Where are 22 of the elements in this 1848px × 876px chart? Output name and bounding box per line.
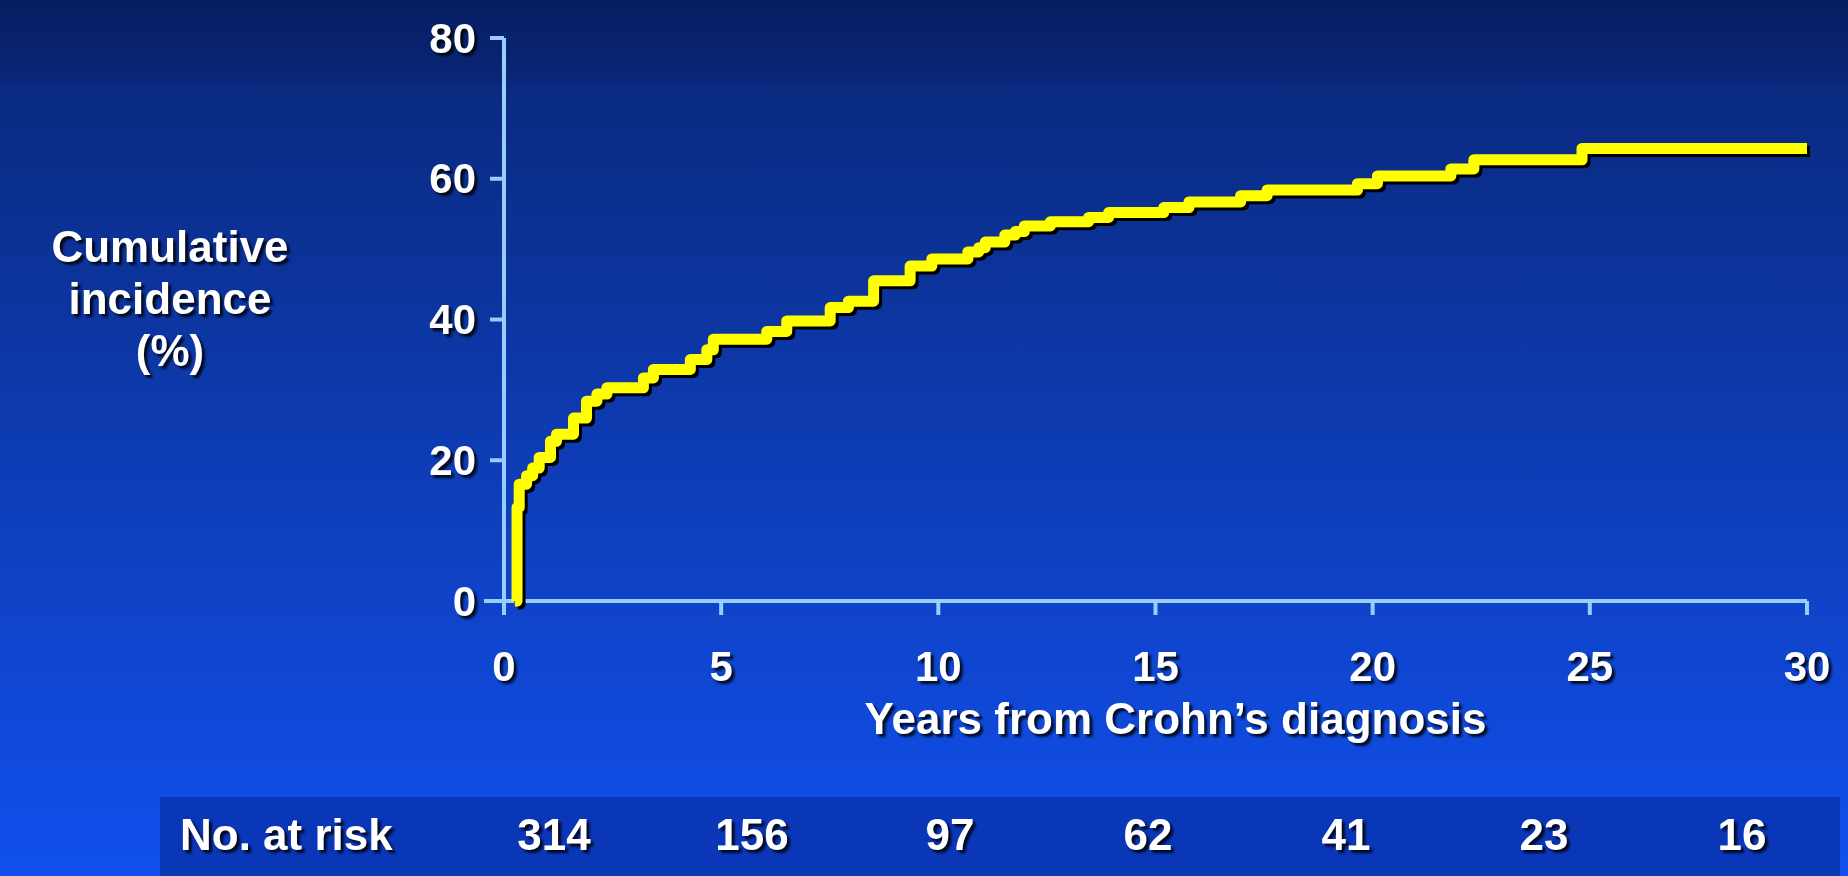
x-tick-label: 15 [1132, 643, 1179, 690]
text: 23 [1519, 810, 1569, 859]
text: No. at risk [180, 810, 394, 859]
text: 97 [925, 810, 975, 859]
x-tick-label: 10 [914, 643, 962, 690]
text: 16 [1717, 810, 1767, 859]
x-tick-label: 5 [709, 643, 733, 690]
y-tick-label: 20 [429, 436, 476, 484]
text: 156 [715, 810, 789, 859]
x-tick-label: 0 [492, 643, 516, 690]
y-tick-label: 40 [429, 296, 476, 344]
text: 62 [1123, 810, 1173, 859]
text: 314 [517, 810, 592, 859]
y-tick-label: 60 [429, 155, 476, 203]
text: 41 [1321, 810, 1371, 859]
x-tick-label: 30 [1783, 643, 1831, 690]
x-axis-title: Years from Crohn’s diagnosis [864, 694, 1487, 743]
y-tick-label: 0 [452, 577, 476, 625]
y-axis-title: Cumulative incidence (%) [51, 222, 289, 375]
x-tick-label: 25 [1566, 643, 1614, 690]
x-tick-label: 20 [1349, 643, 1397, 690]
y-tick-label: 80 [429, 14, 476, 62]
